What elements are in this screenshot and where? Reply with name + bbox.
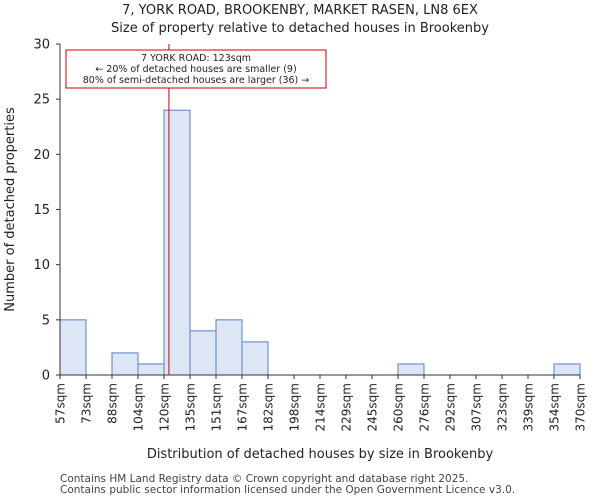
x-tick-label: 276sqm: [418, 383, 432, 431]
x-tick-label: 88sqm: [106, 383, 120, 424]
x-tick-label: 120sqm: [158, 383, 172, 431]
bar-167sqm: [241, 341, 269, 376]
x-tick-label: 354sqm: [548, 383, 562, 431]
bar-88sqm: [111, 352, 139, 376]
annotation-line-1: 7 YORK ROAD: 123sqm: [141, 53, 251, 64]
y-tick-label: 10: [33, 258, 50, 273]
bar-260sqm: [397, 363, 425, 376]
x-tick-label: 229sqm: [340, 383, 354, 431]
x-axis-label: Distribution of detached houses by size …: [147, 447, 494, 462]
x-tick-label: 323sqm: [496, 383, 510, 431]
annotation-line-2: ← 20% of detached houses are smaller (9): [95, 64, 296, 75]
x-tick-label: 214sqm: [314, 383, 328, 431]
x-tick-label: 370sqm: [574, 383, 588, 431]
footer-line-2: Contains public sector information licen…: [60, 484, 516, 496]
footer-line-1: Contains HM Land Registry data © Crown c…: [60, 473, 469, 485]
y-tick-label: 5: [42, 313, 50, 328]
x-tick-label: 245sqm: [366, 383, 380, 431]
x-tick-label: 307sqm: [470, 383, 484, 431]
y-tick-label: 30: [33, 38, 50, 53]
x-tick-label: 104sqm: [132, 383, 146, 431]
x-tick-label: 73sqm: [80, 383, 94, 424]
bar-57sqm: [59, 319, 87, 376]
y-tick-label: 25: [33, 93, 50, 108]
x-tick-label: 167sqm: [236, 383, 250, 431]
x-tick-label: 198sqm: [288, 383, 302, 431]
x-tick-label: 135sqm: [184, 383, 198, 431]
y-tick-label: 15: [33, 203, 50, 218]
chart-subtitle: Size of property relative to detached ho…: [111, 21, 489, 36]
annotation-line-3: 80% of semi-detached houses are larger (…: [83, 75, 310, 86]
bar-120sqm: [163, 109, 191, 376]
x-tick-label: 339sqm: [522, 383, 536, 431]
x-tick-label: 57sqm: [54, 383, 68, 424]
marker-annotation: 7 YORK ROAD: 123sqm ← 20% of detached ho…: [65, 49, 327, 89]
y-axis-label: Number of detached properties: [3, 107, 18, 312]
x-tick-label: 182sqm: [262, 383, 276, 431]
bar-104sqm: [137, 363, 165, 376]
x-tick-label: 151sqm: [210, 383, 224, 431]
annotation-box: [65, 49, 327, 89]
chart-title: 7, YORK ROAD, BROOKENBY, MARKET RASEN, L…: [122, 3, 478, 18]
x-tick-label: 260sqm: [392, 383, 406, 431]
bar-354sqm: [553, 363, 581, 376]
y-tick-label: 20: [33, 148, 50, 163]
x-tick-label: 292sqm: [444, 383, 458, 431]
bar-151sqm: [215, 319, 243, 376]
y-tick-label: 0: [42, 369, 50, 384]
bar-135sqm: [189, 330, 217, 376]
